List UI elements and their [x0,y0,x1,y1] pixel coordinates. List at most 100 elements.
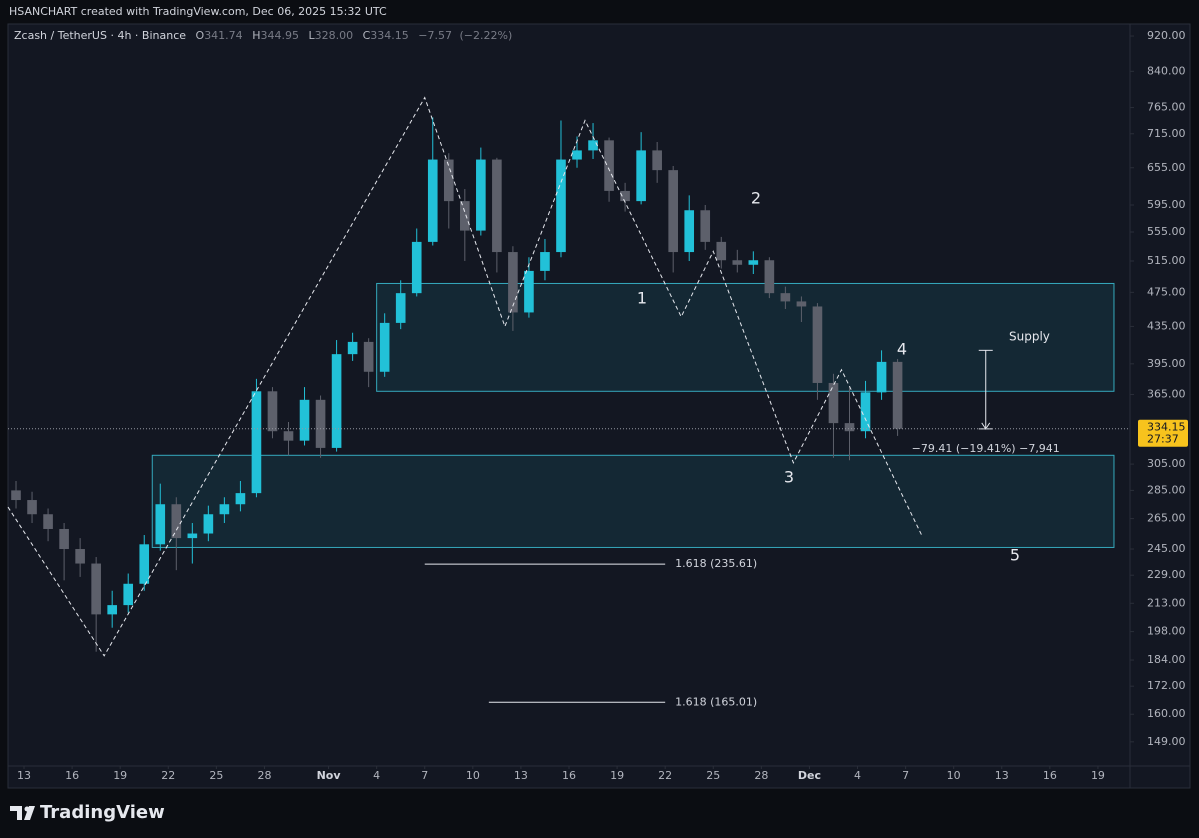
candle-body [508,252,518,313]
legend-key: O [196,29,205,42]
y-tick-label: 475.00 [1147,285,1186,298]
x-tick-label: 22 [161,769,175,782]
chart-panel [7,23,1191,789]
candle-body [460,201,470,231]
x-tick-label: 19 [1091,769,1105,782]
candle-body [91,563,101,615]
candle-body [572,150,582,160]
symbol: Zcash / TetherUS · 4h · Binance [14,29,186,42]
candle-body [620,190,630,202]
wave-label: 4 [897,340,907,359]
y-tick-label: 515.00 [1147,254,1186,267]
y-tick-label: 305.00 [1147,457,1186,470]
x-tick-label: Nov [317,769,342,782]
candle-body [43,514,53,529]
brand[interactable]: TradingView [40,802,165,823]
candle-body [11,490,21,501]
candle-body [427,159,438,242]
candle-body [812,306,823,383]
legend-key: L [308,29,315,42]
candle-body [139,544,150,584]
countdown: 27:37 [1147,433,1179,446]
x-tick-label: 7 [421,769,428,782]
y-tick-label: 920.00 [1147,29,1186,42]
x-tick-label: 16 [562,769,576,782]
zone [151,454,1115,548]
x-tick-label: 10 [466,769,480,782]
candle-body [171,504,182,539]
x-tick-label: 4 [373,769,380,782]
x-tick-label: 10 [947,769,961,782]
candle-body [652,150,662,171]
measure-arrow [981,422,991,430]
candle-body [155,504,166,545]
x-tick-label: 4 [854,769,861,782]
x-tick-label: 28 [754,769,768,782]
x-tick-label: 7 [902,769,909,782]
candle-body [604,140,614,191]
candle-body [524,270,534,313]
candle-body [748,260,759,265]
y-tick-label: 655.00 [1147,161,1186,174]
wave-path [7,96,923,657]
wave-label: 5 [1010,546,1020,565]
x-tick-label: 13 [995,769,1009,782]
candle-body [684,210,695,253]
candle-body [283,431,294,441]
candle-body [203,514,214,534]
candle-body [347,341,358,355]
y-tick-label: 840.00 [1147,64,1186,77]
candle-body [556,159,566,253]
x-tick-label: 19 [610,769,624,782]
logo-dot [24,806,30,812]
candle-body [892,361,903,429]
candle-body [716,241,727,261]
candle-body [764,260,775,294]
y-tick-label: 213.00 [1147,596,1186,609]
candle-body [411,241,422,294]
candle-body [75,549,85,564]
x-tick-label: 16 [65,769,79,782]
candle-body [780,293,791,302]
candle-body [876,361,887,393]
y-tick-label: 765.00 [1147,101,1186,114]
legend-key: H [252,29,260,42]
wave-label: 1 [637,289,647,308]
y-tick-label: 172.00 [1147,679,1186,692]
legend-value: 341.74 [204,29,243,42]
legend-value: 334.15 [370,29,409,42]
last-price: 334.15 [1147,421,1186,434]
last-price-tag [1138,419,1188,447]
wave-label: 3 [784,468,794,487]
x-tick-label: Dec [798,769,821,782]
wave-label: 2 [751,189,761,208]
legend-value: 328.00 [315,29,354,42]
candle-body [123,583,134,606]
zone-label: Supply [1009,330,1050,344]
candle-body [860,392,871,432]
candle-body [363,341,374,372]
legend-key: C [363,29,371,42]
credit: HSANCHART created with TradingView.com, … [9,5,387,18]
y-tick-label: 149.00 [1147,735,1186,748]
candle-body [668,170,678,253]
candle-body [331,354,342,448]
x-tick-label: 25 [706,769,720,782]
y-tick-label: 184.00 [1147,653,1186,666]
candle-body [636,150,646,202]
candle-body [187,533,198,539]
candle-body [107,605,117,615]
legend: Zcash / TetherUS · 4h · Binance O341.74 … [14,29,512,42]
candle-body [732,260,743,265]
candle-body [299,399,310,441]
candle-body [219,504,230,515]
y-tick-label: 595.00 [1147,198,1186,211]
zone [376,282,1115,392]
legend-value: 344.95 [260,29,299,42]
y-tick-label: 265.00 [1147,512,1186,525]
candle-body [796,301,807,307]
x-tick-label: 25 [209,769,223,782]
y-tick-label: 435.00 [1147,319,1186,332]
plot: 1.618 (235.61) 1.618 (165.01) −79.41 (−19.… [7,96,1115,708]
fib-label: 1.618 (235.61) [675,557,757,570]
